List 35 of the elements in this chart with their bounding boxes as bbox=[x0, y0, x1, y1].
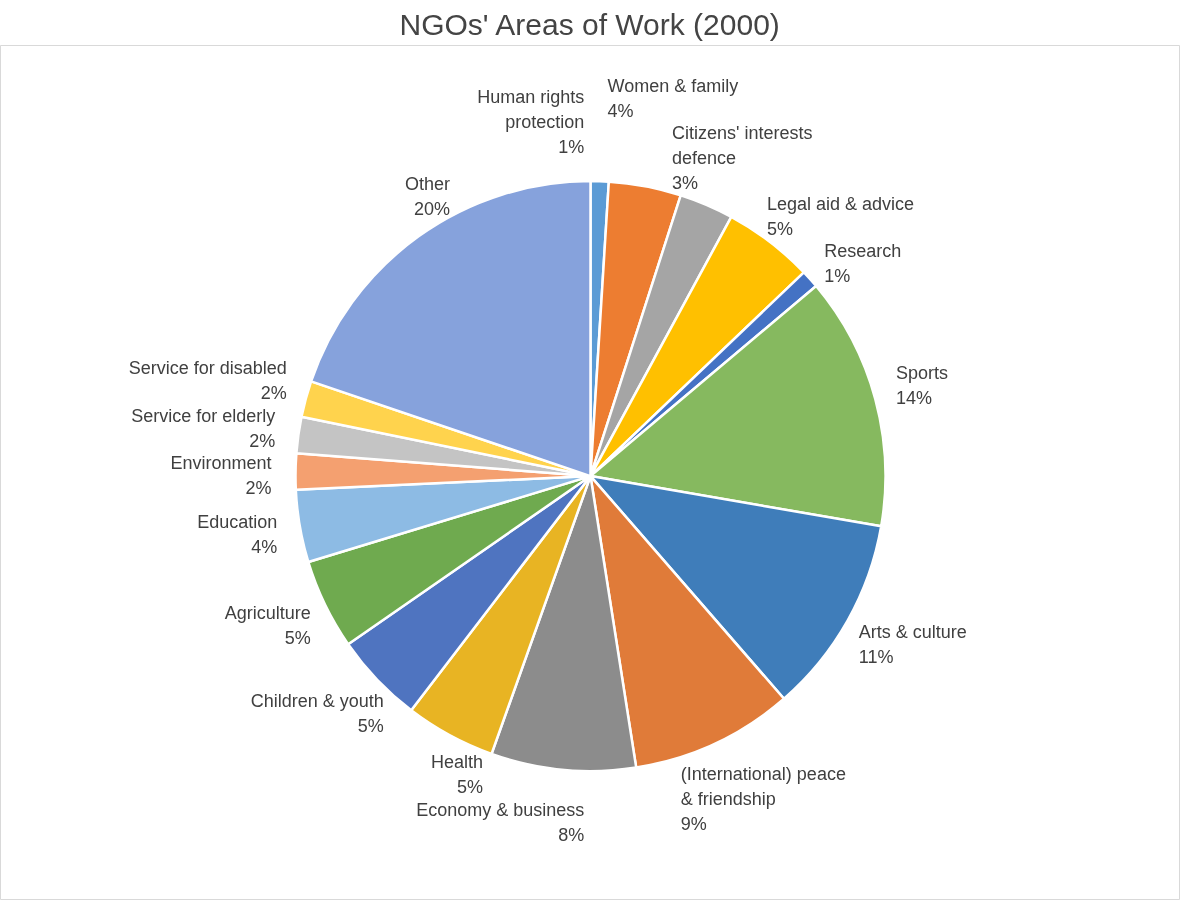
data-label: 5% bbox=[456, 777, 483, 798]
data-label: 2% bbox=[260, 383, 287, 404]
data-label: 2% bbox=[245, 477, 272, 498]
slice-label: Service for disabled bbox=[128, 358, 287, 379]
data-label: 1% bbox=[824, 265, 851, 286]
slice-label: Environment bbox=[170, 452, 272, 473]
data-label: 1% bbox=[558, 136, 585, 157]
slice-label: Children & youth bbox=[250, 690, 384, 711]
slice-label: Legal aid & advice bbox=[766, 193, 915, 214]
slice-label: Arts & culture bbox=[858, 622, 967, 643]
data-label: 5% bbox=[357, 715, 384, 736]
data-label: 4% bbox=[607, 101, 634, 122]
chart-title: NGOs' Areas of Work (2000) bbox=[399, 7, 780, 41]
data-label: 5% bbox=[284, 628, 311, 649]
data-label: 5% bbox=[766, 218, 793, 239]
slice-label: Research bbox=[824, 240, 902, 261]
data-label: 11% bbox=[858, 647, 894, 668]
data-label: 20% bbox=[413, 198, 450, 219]
data-label: 4% bbox=[251, 536, 278, 557]
slice-label: Education bbox=[197, 511, 278, 532]
slice-label: Service for elderly bbox=[131, 405, 276, 426]
data-label: 14% bbox=[895, 388, 932, 409]
slice-label: Economy & business bbox=[416, 799, 585, 820]
slice-label: Women & family bbox=[607, 76, 739, 97]
data-label: 8% bbox=[558, 824, 585, 845]
slice-label: (International) peace & friendship bbox=[680, 764, 846, 810]
slice-label: Sports bbox=[895, 363, 948, 384]
slice-label: Citizens' interests defence bbox=[672, 123, 813, 169]
slice-label: Health bbox=[430, 752, 483, 773]
slice-label: Other bbox=[404, 173, 450, 194]
slice-label: Human rights protection bbox=[477, 86, 585, 132]
slice-label: Agriculture bbox=[224, 603, 311, 624]
data-label: 2% bbox=[249, 430, 276, 451]
data-label: 3% bbox=[672, 173, 699, 194]
data-label: 9% bbox=[680, 814, 707, 835]
